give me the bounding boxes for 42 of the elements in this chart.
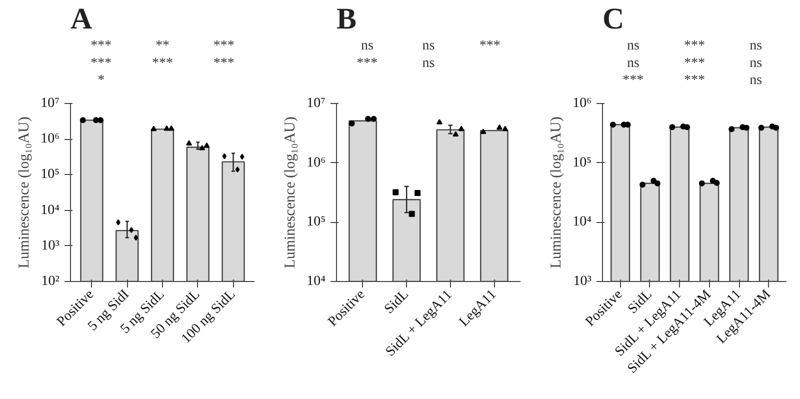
y-tick-label: 10³ (41, 238, 60, 254)
text: ns (360, 38, 374, 54)
text: * (98, 73, 105, 88)
y-tick-label: 10² (41, 274, 60, 289)
y-tick-label: 10⁴ (306, 274, 326, 289)
y-tick-label: 10⁶ (40, 132, 60, 147)
text: ns (750, 56, 762, 71)
chart-title: B (336, 2, 357, 36)
y-tick-label: 10⁶ (306, 155, 326, 170)
y-tick-label: 10³ (573, 274, 592, 289)
text: ns (422, 38, 435, 54)
text: *** (684, 56, 705, 71)
chart-title: A (70, 2, 92, 36)
y-axis-title: Luminescence (log₁₀AU) (282, 116, 299, 268)
text: *** (356, 56, 378, 71)
text: ns (750, 73, 762, 88)
text: ns (626, 56, 640, 71)
y-tick-label: 10⁶ (572, 96, 592, 111)
y-tick-label: 10⁵ (306, 214, 326, 230)
y-axis-title: Luminescence (log₁₀AU) (548, 116, 565, 268)
text: ns (626, 38, 640, 54)
text: *** (684, 73, 705, 88)
text: ns (422, 56, 435, 71)
text: *** (213, 38, 234, 54)
x-tick-label: SidL (382, 287, 412, 318)
text: *** (90, 56, 112, 71)
text: *** (684, 38, 705, 54)
chart-title: C (602, 2, 624, 36)
text: ** (156, 38, 170, 54)
text: *** (152, 56, 173, 71)
text: *** (479, 38, 500, 54)
y-axis-title: Luminescence (log₁₀AU) (16, 116, 33, 268)
text: *** (622, 73, 644, 88)
y-tick-label: 10⁵ (40, 167, 60, 182)
y-tick-label: 10⁷ (306, 96, 326, 111)
y-tick-label: 10⁷ (40, 96, 60, 111)
text: ns (750, 38, 762, 54)
y-tick-label: 10⁴ (40, 202, 60, 218)
text: *** (213, 56, 234, 71)
y-tick-label: 10⁴ (572, 214, 592, 230)
text: *** (90, 38, 112, 54)
y-tick-label: 10⁵ (572, 155, 592, 170)
